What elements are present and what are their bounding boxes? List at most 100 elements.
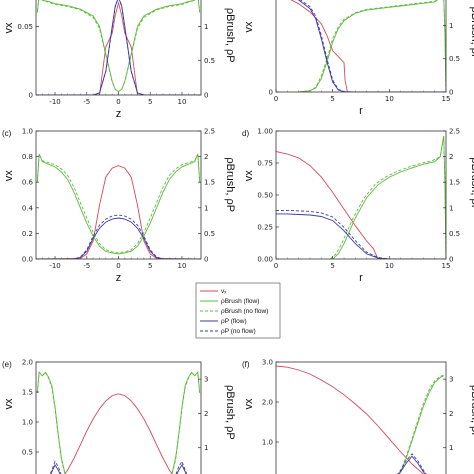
legend: vₓ ρBrush (flow) ρBrush (no flow) ρP (flow)…	[195, 282, 281, 339]
legend-label-2: ρBrush (no flow)	[221, 308, 268, 315]
y2-tick-label-c-0: 0	[204, 256, 208, 264]
y-tick-label-c-1: 0.2	[22, 230, 33, 238]
series-b-brush_noflow	[298, 0, 446, 92]
y2-tick-label-e-1: 2	[204, 410, 208, 418]
y-tick-label-a-0: 0	[29, 92, 33, 100]
x-tick-label-a-3: 5	[148, 98, 152, 106]
y-tick-label-a-1: 0.05	[17, 23, 33, 31]
y2-axis-label-a: ρBrush, ρP	[224, 8, 236, 63]
x-tick-label-a-2: 0	[116, 98, 120, 106]
y-axis-label-c: vx	[3, 170, 15, 182]
plot-frame-d	[275, 130, 447, 260]
y-tick-label-d-4: 1.00	[257, 128, 273, 136]
y-tick-label-f-0: 1.0	[262, 439, 273, 447]
x-tick-label-d-3: 15	[442, 262, 451, 270]
y2-tick-label-d-0: 0	[449, 256, 453, 264]
y2-tick-label-d-3: 1.5	[449, 179, 460, 187]
x-tick-label-d-0: 0	[274, 262, 278, 270]
x-tick-label-c-2: 0	[116, 262, 120, 270]
y-tick-label-d-3: 0.75	[257, 160, 273, 168]
y2-tick-label-d-4: 2	[449, 153, 453, 161]
x-axis-label-a: z	[116, 108, 122, 120]
x-axis-label-d: r	[359, 272, 363, 284]
x-tick-label-b-1: 5	[330, 95, 334, 103]
x-tick-label-d-2: 10	[385, 262, 394, 270]
x-axis-label-b: r	[359, 105, 363, 117]
y-tick-label-d-0: 0.00	[257, 256, 273, 264]
y-axis-label-e: vx	[3, 398, 15, 410]
x-tick-label-c-0: -10	[49, 262, 60, 270]
y2-tick-label-e-0: 1	[204, 444, 208, 452]
x-tick-label-c-1: -5	[83, 262, 90, 270]
series-d-p_noflow	[276, 209, 446, 259]
y-tick-label-e-1: 1.0	[22, 419, 33, 427]
y-tick-label-e-0: 0.5	[22, 449, 33, 457]
y2-tick-label-e-2: 3	[204, 376, 208, 384]
series-d-p_flow	[276, 213, 446, 259]
panel-c: -10 -5 0 5 10 0.0 0.2 0.4 0.6 0.8 1.0 0 0.5 1 1.5 2 2.5 z…	[2, 128, 236, 285]
x-tick-label-b-3: 15	[442, 95, 451, 103]
y2-tick-label-b-1: 0.5	[449, 55, 460, 63]
y-tick-label-e-2: 1.5	[22, 389, 33, 397]
series-d-brush_noflow	[330, 136, 446, 259]
y2-tick-label-c-5: 2.5	[204, 128, 215, 136]
legend-label-0: vₓ	[221, 288, 227, 295]
panel-label-c: (c)	[2, 129, 12, 138]
y-tick-label-d-1: 0.25	[257, 224, 273, 232]
y-tick-label-c-3: 0.6	[22, 179, 34, 187]
y-tick-label-c-2: 0.4	[22, 204, 34, 212]
series-c-p_flow	[36, 217, 201, 259]
series-a-p_noflow	[36, 0, 201, 95]
y-tick-label-f-2: 3.0	[262, 359, 273, 367]
series-a-brush_flow	[36, 0, 201, 93]
series-f-brush_flow	[397, 375, 444, 474]
y-axis-label-b: vx	[243, 21, 255, 33]
y2-tick-label-c-2: 1	[204, 204, 208, 212]
series-a-vx	[36, 1, 201, 95]
y-tick-label-c-0: 0.0	[22, 256, 33, 264]
legend-label-4: ρP (no flow)	[221, 328, 256, 335]
series-c-brush_flow	[36, 153, 201, 255]
plot-frame-c	[35, 130, 202, 260]
panel-f: 1.0 2.0 3.0 1 2 3 vx ρBrush, ρP (f)	[242, 359, 474, 474]
x-tick-label-d-1: 5	[330, 262, 334, 270]
legend-label-1: ρBrush (flow)	[221, 298, 259, 305]
y2-tick-label-d-1: 0.5	[449, 230, 460, 238]
series-b-p_flow	[297, 0, 446, 92]
y-tick-label-c-4: 0.8	[22, 153, 33, 161]
series-d-brush_flow	[332, 136, 446, 259]
legend-label-3: ρP (flow)	[221, 318, 247, 325]
y2-axis-label-d: ρBrush, ρP	[469, 157, 474, 212]
y2-tick-label-b-0: 0	[449, 89, 453, 97]
series-c-p_noflow	[36, 214, 201, 259]
plot-frame-f	[275, 361, 447, 474]
series-a-p_flow	[36, 0, 201, 95]
y2-tick-label-a-0: 0	[204, 92, 208, 100]
panel-d: 0 5 10 15 0.00 0.25 0.50 0.75 1.00 0 0.5 1 1.5 2 2.5 r v…	[242, 128, 474, 285]
y2-tick-label-c-3: 1.5	[204, 179, 215, 187]
y2-tick-label-a-1: 0.5	[204, 57, 215, 65]
y-axis-label-d: vx	[243, 170, 255, 182]
series-f-p_flow	[398, 455, 426, 474]
y-tick-label-b-0: 0	[269, 89, 273, 97]
series-c-brush_noflow	[36, 153, 201, 254]
y2-tick-label-b-2: 1	[449, 22, 453, 30]
y-tick-label-c-5: 1.0	[22, 128, 33, 136]
x-tick-label-c-3: 5	[148, 262, 152, 270]
panel-label-d: d)	[242, 129, 249, 138]
x-tick-label-a-0: -10	[49, 98, 60, 106]
y-axis-label-f: vx	[243, 398, 255, 410]
series-f-brush_noflow	[396, 374, 444, 474]
y2-tick-label-a-2: 1	[204, 23, 208, 31]
y-tick-label-f-1: 2.0	[262, 399, 273, 407]
x-tick-label-a-1: -5	[83, 98, 90, 106]
y2-axis-label-e: ρBrush, ρP	[224, 385, 236, 440]
y2-axis-label-b: ρBrush, ρP	[469, 7, 474, 62]
series-e-vx	[64, 393, 173, 474]
panel-label-f: (f)	[242, 360, 250, 369]
series-f-p_noflow	[397, 453, 427, 474]
y2-tick-label-d-2: 1	[449, 204, 453, 212]
